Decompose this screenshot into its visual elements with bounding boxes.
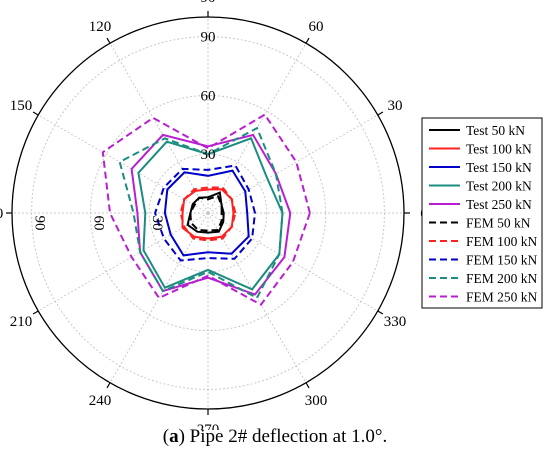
series-line xyxy=(163,169,250,257)
angle-label: 210 xyxy=(10,314,33,330)
spoke-line xyxy=(109,212,209,383)
series-line xyxy=(101,113,311,306)
legend-label: Test 50 kN xyxy=(466,123,525,138)
grid-circle xyxy=(31,36,385,390)
legend-label: Test 100 kN xyxy=(466,142,532,157)
polar-chart: 0306090120150180210240270300330306090306… xyxy=(0,0,543,430)
series-line xyxy=(118,126,284,300)
angle-label: 330 xyxy=(384,314,407,330)
legend-label: FEM 200 kN xyxy=(466,271,538,286)
series-line xyxy=(181,188,235,240)
radial-tick-label: 30 xyxy=(149,216,165,231)
spoke-line xyxy=(38,212,209,312)
angle-label: 120 xyxy=(89,19,112,35)
legend-label: Test 150 kN xyxy=(466,160,532,175)
radial-tick-label: 90 xyxy=(32,216,48,231)
legend-label: Test 250 kN xyxy=(466,197,532,212)
legend-label: FEM 50 kN xyxy=(466,216,531,231)
figure-caption: (a) Pipe 2# deflection at 1.0°. xyxy=(162,426,388,447)
series-layer xyxy=(101,113,311,306)
spoke-line xyxy=(109,43,209,214)
series-line xyxy=(137,137,284,291)
series-line xyxy=(179,186,237,242)
angle-label: 30 xyxy=(388,98,403,114)
angle-label: 270 xyxy=(197,422,220,430)
angle-tick xyxy=(106,37,111,44)
series-line xyxy=(154,164,257,262)
legend-box xyxy=(421,117,543,309)
legend-label: Test 200 kN xyxy=(466,179,532,194)
series-line xyxy=(130,133,292,296)
angle-label: 60 xyxy=(309,19,324,35)
radial-tick-label: 30 xyxy=(201,147,216,163)
angle-label: 150 xyxy=(10,98,33,114)
angle-label: 240 xyxy=(89,393,112,409)
axis-labels: 0306090120150180210240270300330306090306… xyxy=(0,0,428,430)
angle-label: 90 xyxy=(201,0,216,6)
spoke-line xyxy=(207,212,378,312)
legend-label: FEM 250 kN xyxy=(466,290,538,305)
polar-grid xyxy=(6,11,410,415)
angle-label: 300 xyxy=(305,393,328,409)
angle-label: 180 xyxy=(0,206,3,222)
radial-tick-label: 60 xyxy=(201,88,216,104)
spoke-line xyxy=(207,114,378,214)
legend-label: FEM 100 kN xyxy=(466,234,538,249)
angle-tick xyxy=(305,37,310,44)
spoke-line xyxy=(207,212,307,383)
angle-tick xyxy=(32,111,39,116)
grid-circle xyxy=(89,94,327,332)
legend-label: FEM 150 kN xyxy=(466,253,538,268)
radial-tick-label: 90 xyxy=(201,30,216,46)
angle-tick xyxy=(106,382,111,389)
angle-tick xyxy=(377,111,384,116)
series-line xyxy=(189,194,223,232)
legend: Test 50 kN Test 100 kN Test 150 kN Test 200… xyxy=(421,117,543,309)
series-line xyxy=(186,191,225,234)
caption-text: Pipe 2# deflection at 1.0°. xyxy=(184,426,388,447)
spoke-line xyxy=(38,114,209,214)
angle-tick xyxy=(32,310,39,315)
angle-tick xyxy=(377,310,384,315)
radial-tick-label: 60 xyxy=(90,216,106,231)
caption-label: a xyxy=(169,426,179,447)
angle-tick xyxy=(305,382,310,389)
